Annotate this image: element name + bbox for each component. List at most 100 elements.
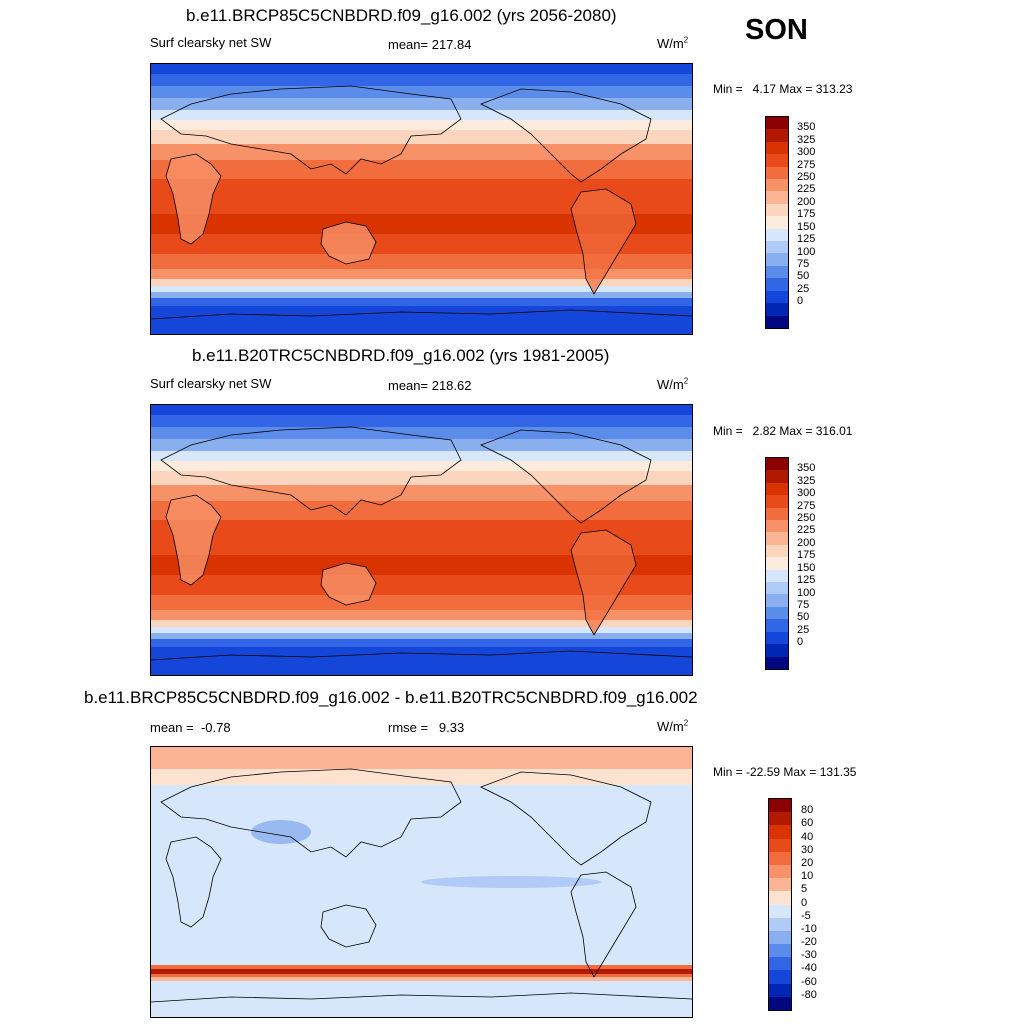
colorbar-segment: [766, 532, 788, 545]
antarctica-outline: [151, 650, 692, 661]
colorbar-segment: [766, 644, 788, 657]
colorbar-segment: [766, 117, 788, 130]
colorbar-tick-label: 30: [801, 843, 814, 856]
panel-2-mean-label: mean= 218.62: [388, 378, 472, 393]
south-america-outline: [570, 529, 637, 636]
colorbar-segment: [769, 930, 791, 945]
colorbar-tick-label: 300: [797, 146, 816, 159]
panel-2-title: b.e11.B20TRC5CNBDRD.f09_g16.002 (yrs 198…: [192, 346, 610, 365]
colorbar-tick-label: -5: [801, 909, 811, 922]
colorbar-segment: [769, 944, 791, 958]
colorbar-segment: [769, 851, 791, 865]
africa-outline: [165, 836, 222, 928]
antarctica-outline: [151, 309, 692, 320]
colorbar-segment: [769, 917, 791, 931]
colorbar-segment: [766, 241, 788, 254]
colorbar-tick-label: 225: [797, 524, 816, 537]
colorbar-tick-label: 25: [797, 623, 810, 636]
colorbar-segment: [769, 799, 791, 813]
colorbar-tick-label: 100: [797, 245, 816, 258]
panel-3-mean-label: mean = -0.78: [150, 720, 231, 735]
colorbar-tick-label: 5: [801, 883, 808, 896]
south-america-outline: [570, 188, 637, 295]
colorbar-tick-label: 75: [797, 598, 810, 611]
colorbar-tick-label: 250: [797, 171, 816, 184]
colorbar-segment: [769, 864, 791, 879]
colorbar-tick-label: -60: [801, 975, 817, 988]
colorbar-segment: [766, 495, 788, 508]
colorbar-tick-label: 75: [797, 257, 810, 270]
colorbar-tick-label: 150: [797, 220, 816, 233]
panel-3-colorbar: [768, 798, 792, 1011]
south-america-outline: [570, 871, 637, 978]
panel-1-units: W/m2: [657, 35, 689, 51]
colorbar-segment: [766, 631, 788, 645]
colorbar-tick-label: 0: [797, 295, 804, 308]
colorbar-segment: [766, 290, 788, 304]
colorbar-tick-label: 20: [801, 856, 814, 869]
panel-2-units: W/m2: [657, 376, 689, 392]
colorbar-segment: [769, 957, 791, 971]
panel-1-colorbar: [765, 116, 789, 329]
eurasia-outline: [160, 768, 462, 858]
colorbar-segment: [769, 878, 791, 892]
panel-1-min-max: Min = 4.17 Max = 313.23: [713, 82, 853, 96]
colorbar-tick-label: -20: [801, 936, 817, 949]
colorbar-segment: [769, 996, 791, 1010]
panel-2-min-max: Min = 2.82 Max = 316.01: [713, 424, 853, 438]
panel-1-title: b.e11.BRCP85C5CNBDRD.f09_g16.002 (yrs 20…: [186, 6, 617, 25]
eurasia-outline: [160, 426, 462, 516]
colorbar-segment: [766, 228, 788, 242]
colorbar-tick-label: 350: [797, 121, 816, 134]
colorbar-segment: [766, 253, 788, 266]
colorbar-tick-label: -10: [801, 922, 817, 935]
panel-1-variable-label: Surf clearsky net SW: [150, 35, 272, 50]
colorbar-segment: [766, 470, 788, 483]
colorbar-tick-label: 50: [797, 611, 810, 624]
colorbar-tick-label: 80: [801, 804, 814, 817]
colorbar-tick-label: 125: [797, 233, 816, 246]
panel-3-map: [150, 746, 693, 1018]
north-america-outline: [480, 429, 652, 524]
eurasia-outline: [160, 85, 462, 175]
africa-outline: [165, 153, 222, 245]
colorbar-tick-label: -80: [801, 988, 817, 1001]
colorbar-tick-label: 200: [797, 536, 816, 549]
australia-outline: [320, 221, 377, 265]
colorbar-segment: [766, 216, 788, 229]
colorbar-tick-label: 225: [797, 183, 816, 196]
panel-2-variable-label: Surf clearsky net SW: [150, 376, 272, 391]
panel-3-rmse-label: rmse = 9.33: [388, 720, 465, 735]
colorbar-tick-label: 275: [797, 499, 816, 512]
colorbar-tick-label: 50: [797, 270, 810, 283]
colorbar-tick-label: 250: [797, 512, 816, 525]
panel-2-colorbar: [765, 457, 789, 670]
colorbar-tick-label: 100: [797, 586, 816, 599]
colorbar-segment: [766, 482, 788, 496]
africa-outline: [165, 494, 222, 586]
colorbar-tick-label: 300: [797, 487, 816, 500]
colorbar-tick-label: -40: [801, 962, 817, 975]
colorbar-segment: [766, 154, 788, 167]
colorbar-tick-label: 0: [801, 896, 808, 909]
antarctica-outline: [151, 992, 692, 1003]
colorbar-segment: [766, 656, 788, 669]
colorbar-segment: [766, 544, 788, 558]
colorbar-segment: [766, 141, 788, 155]
colorbar-segment: [766, 582, 788, 595]
colorbar-segment: [766, 203, 788, 217]
panel-3-units: W/m2: [657, 718, 689, 734]
australia-outline: [320, 904, 377, 948]
colorbar-tick-label: 200: [797, 195, 816, 208]
panel-2-map: [150, 404, 693, 676]
season-label: SON: [745, 14, 808, 46]
colorbar-tick-label: 275: [797, 158, 816, 171]
australia-outline: [320, 562, 377, 606]
north-america-outline: [480, 771, 652, 866]
colorbar-segment: [766, 303, 788, 316]
colorbar-tick-label: -30: [801, 949, 817, 962]
colorbar-tick-label: 0: [797, 636, 804, 649]
colorbar-segment: [769, 812, 791, 826]
colorbar-tick-label: 175: [797, 208, 816, 221]
panel-3-title: b.e11.BRCP85C5CNBDRD.f09_g16.002 - b.e11…: [84, 688, 698, 707]
